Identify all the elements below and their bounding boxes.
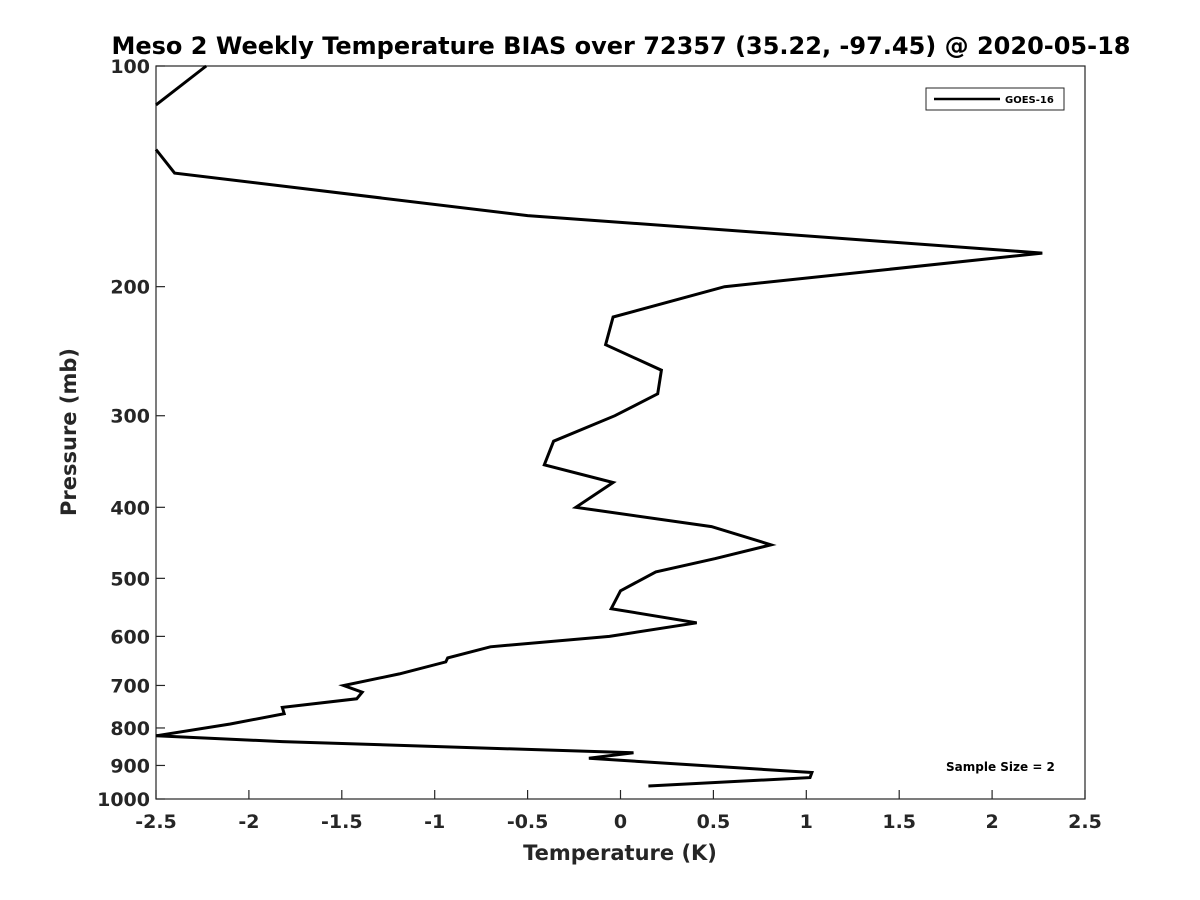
legend-label: GOES-16 — [1005, 95, 1054, 106]
y-axis-ticks: 100 200 300 400 500 600 700 800 900 1000 — [97, 56, 165, 811]
x-tick-label: -1.5 — [321, 811, 363, 833]
sample-size-annotation: Sample Size = 2 — [946, 760, 1055, 774]
series-line-goes-16 — [154, 148, 1043, 788]
x-tick-label: 0.5 — [697, 811, 731, 833]
x-tick-label: -2.5 — [135, 811, 177, 833]
x-tick-label: -1 — [424, 811, 445, 833]
series-layer — [154, 64, 1043, 788]
x-tick-label: 0 — [614, 811, 627, 833]
y-tick-label: 300 — [110, 406, 150, 428]
y-tick-label: 600 — [110, 626, 150, 648]
series-line-goes-16 — [155, 64, 208, 107]
x-axis-ticks: -2.5 -2 -1.5 -1 -0.5 0 0.5 1 1.5 2 2.5 — [135, 790, 1102, 833]
plot-frame — [155, 65, 1086, 800]
x-axis-label: Temperature (K) — [523, 841, 717, 865]
legend: GOES-16 — [925, 87, 1065, 111]
x-tick-label: 2.5 — [1068, 811, 1102, 833]
x-tick-label: 1 — [800, 811, 813, 833]
y-tick-label: 800 — [110, 718, 150, 740]
y-tick-label: 900 — [110, 755, 150, 777]
chart-title: Meso 2 Weekly Temperature BIAS over 7235… — [111, 32, 1130, 60]
y-tick-label: 500 — [110, 568, 150, 590]
x-tick-label: -2 — [238, 811, 259, 833]
y-tick-label: 400 — [110, 497, 150, 519]
x-tick-label: 1.5 — [882, 811, 916, 833]
x-tick-label: -0.5 — [507, 811, 549, 833]
y-tick-label: 1000 — [97, 789, 150, 811]
plot-area: -2.5 -2 -1.5 -1 -0.5 0 0.5 1 1.5 2 2.5 100 200 300 40… — [97, 56, 1102, 833]
y-tick-label: 100 — [110, 56, 150, 78]
x-tick-label: 2 — [985, 811, 998, 833]
y-tick-label: 700 — [110, 675, 150, 697]
y-axis-label: Pressure (mb) — [57, 348, 81, 516]
y-tick-label: 200 — [110, 277, 150, 299]
